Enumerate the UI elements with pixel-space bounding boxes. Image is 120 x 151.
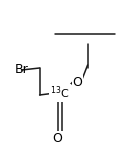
Text: O: O [72,76,82,88]
Text: Br: Br [14,64,28,77]
Text: $^{13}$C: $^{13}$C [50,85,70,101]
Text: O: O [53,132,63,145]
